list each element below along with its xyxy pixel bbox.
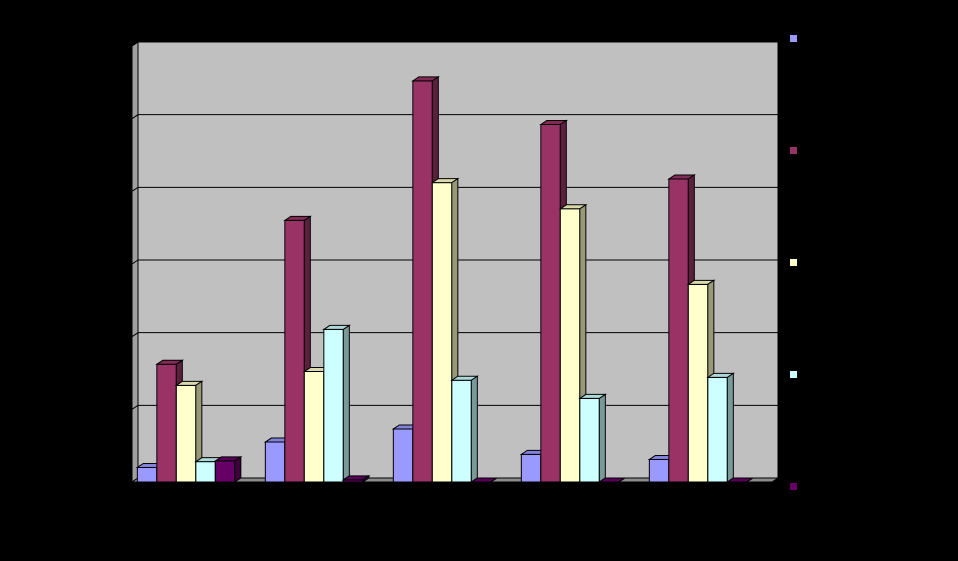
bar-side: [598, 393, 606, 483]
bar-front: [687, 283, 709, 483]
bar: [174, 380, 204, 483]
legend-item: [790, 367, 805, 381]
bar-front: [668, 178, 689, 483]
bar: [322, 324, 351, 483]
bar-front: [392, 428, 414, 483]
bar-front: [707, 376, 728, 483]
legend-item: [790, 255, 805, 269]
bar: [578, 393, 607, 483]
bar-front: [648, 458, 670, 483]
bar: [341, 474, 371, 483]
bar-front: [284, 219, 305, 483]
bar-front: [579, 397, 600, 483]
bar-front: [540, 123, 561, 483]
bar-side: [490, 477, 498, 483]
bar-front: [303, 371, 325, 483]
bar-side: [362, 474, 370, 483]
bar: [706, 372, 735, 483]
bar: [725, 477, 755, 483]
bars: [135, 75, 755, 483]
bar-front: [520, 453, 542, 483]
legend-item: [790, 479, 805, 493]
bar: [450, 375, 479, 483]
legend-swatch: [790, 34, 797, 42]
bar: [469, 477, 499, 483]
bar-front: [175, 384, 197, 483]
bar: [213, 455, 243, 483]
gridline: [131, 41, 778, 47]
legend-swatch: [790, 482, 797, 490]
bar-side: [342, 324, 350, 483]
legend-item: [790, 31, 805, 45]
legend-swatch: [790, 370, 797, 378]
bar-front: [323, 328, 344, 483]
bar-side: [618, 477, 626, 483]
bar-side: [234, 455, 242, 483]
bar-side: [726, 372, 734, 483]
legend: [790, 0, 950, 561]
bar-front: [431, 182, 453, 483]
bar-front: [412, 80, 433, 483]
bar-front: [559, 208, 581, 483]
bar-front: [156, 363, 177, 483]
bar-front: [214, 460, 236, 483]
bar: [597, 477, 627, 483]
legend-swatch: [790, 146, 797, 154]
bar-front: [451, 379, 472, 483]
bar-side: [746, 477, 754, 483]
legend-swatch: [790, 258, 797, 266]
bar-side: [470, 375, 478, 483]
bar-front: [136, 466, 158, 483]
gridline: [131, 114, 778, 120]
bar-front: [195, 461, 216, 483]
bar-front: [264, 441, 286, 483]
legend-item: [790, 143, 805, 157]
